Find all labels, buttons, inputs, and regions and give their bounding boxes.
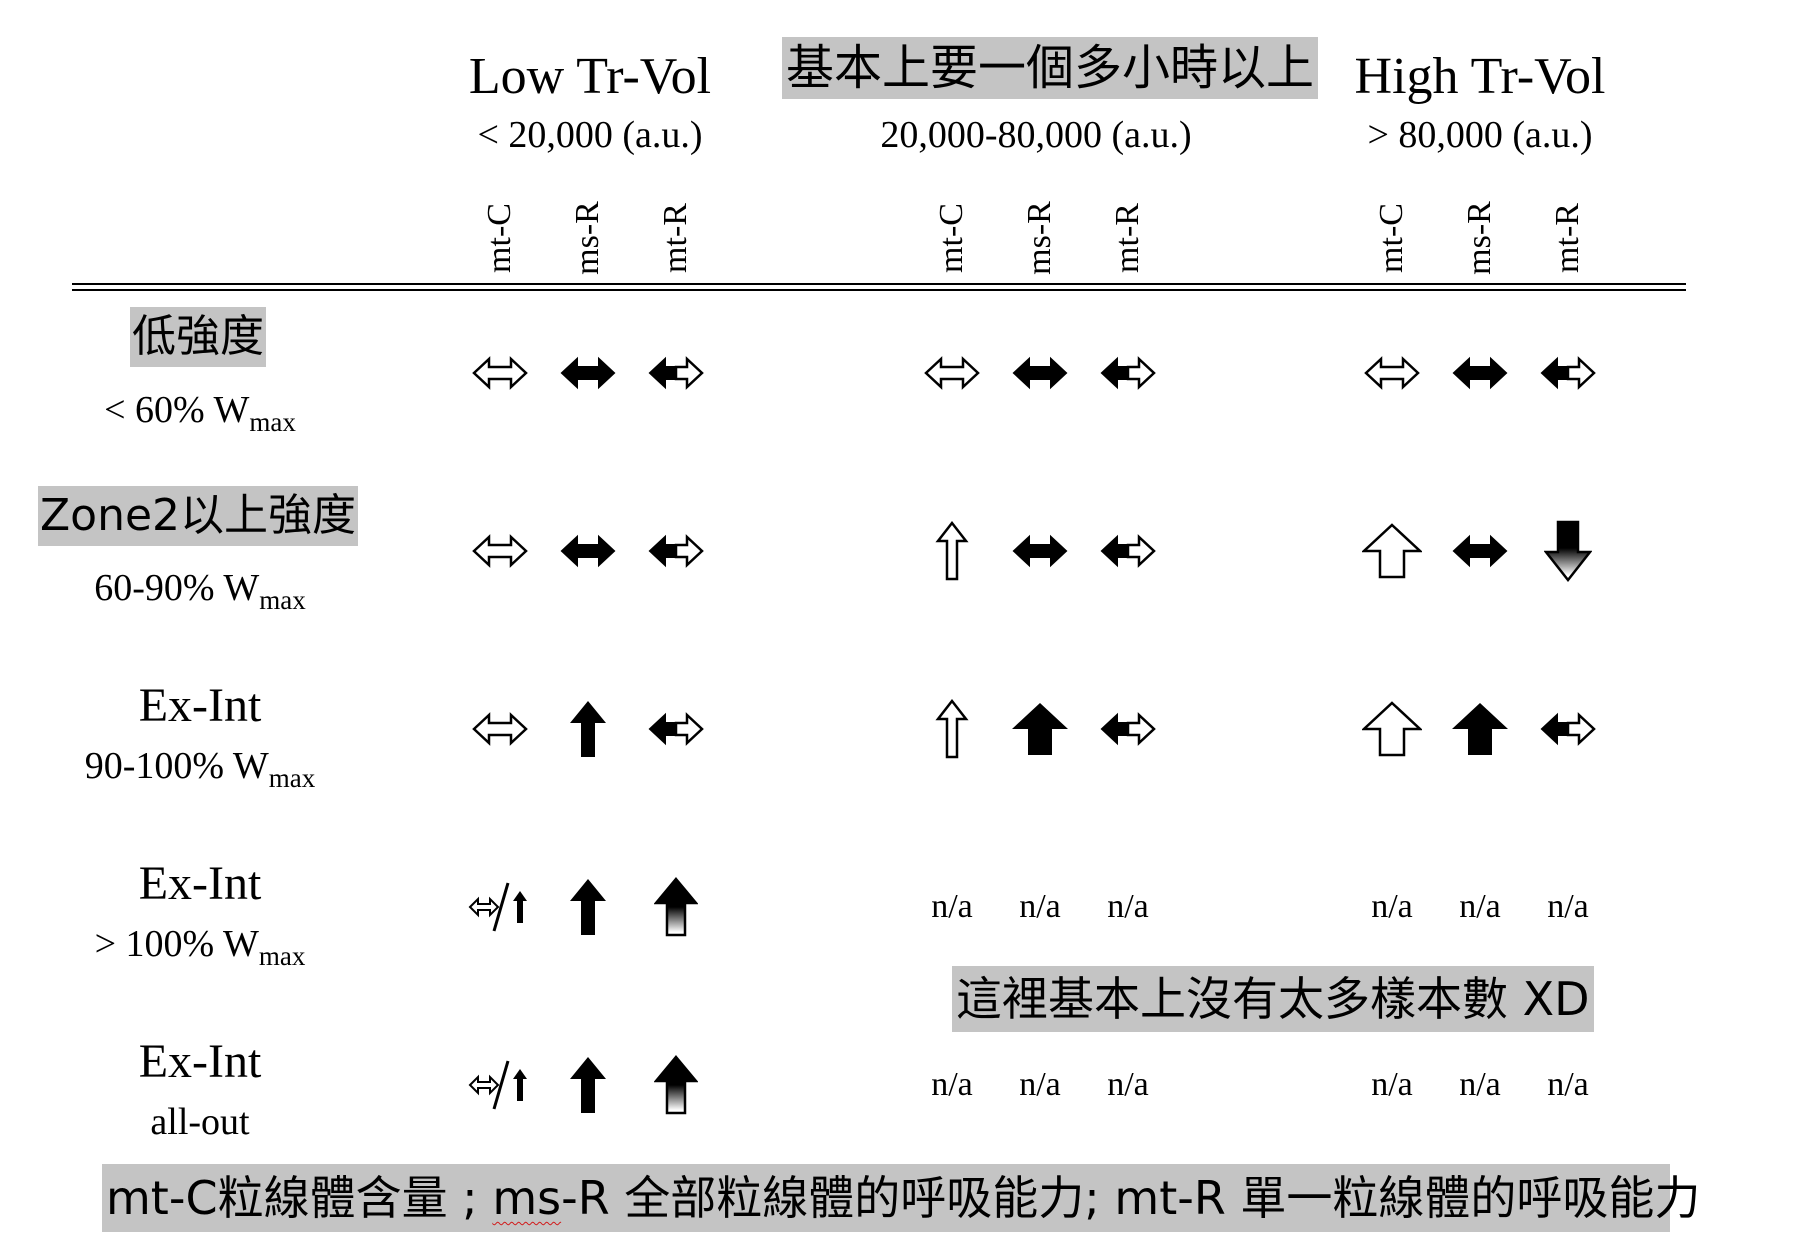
left-right-outline-arrow-icon xyxy=(472,356,528,390)
left-right-solid-arrow-icon xyxy=(1452,356,1508,390)
col-note-mid: 基本上要一個多小時以上 xyxy=(782,37,1319,99)
row-sub-main: > 100% W xyxy=(94,923,259,965)
row-title-ex-int-2: Ex-Int xyxy=(138,857,262,910)
left-right-half-arrow-icon xyxy=(1100,356,1156,390)
cell-r4-mid-ms-r-na: n/a xyxy=(1019,888,1061,925)
left-right-half-arrow-icon xyxy=(1100,534,1156,568)
header-rule-bottom xyxy=(72,289,1686,291)
row-sub-main: 90-100% W xyxy=(84,745,269,787)
left-right-half-arrow-icon xyxy=(1100,712,1156,746)
row-sub-index: max xyxy=(258,941,306,971)
sub-label-high-ms-r: ms-R xyxy=(1461,201,1498,275)
up-solid-arrow-icon xyxy=(570,879,606,935)
row-sub-main: all-out xyxy=(150,1101,250,1143)
sub-label-low-ms-r: ms-R xyxy=(569,201,606,275)
row-sub-low-intensity: < 60% Wmax xyxy=(0,388,400,436)
col-range-low: < 20,000 (a.u.) xyxy=(477,114,703,156)
cell-r4-mid-mt-r-na: n/a xyxy=(1107,888,1149,925)
left-right-or-up-arrow-icon xyxy=(468,882,527,932)
up-outline-wide-arrow-icon xyxy=(1362,701,1422,757)
left-right-half-arrow-icon xyxy=(648,356,704,390)
legend-part2: ms xyxy=(492,1171,562,1225)
up-solid-arrow-icon xyxy=(570,1057,606,1113)
row-sub-index: max xyxy=(249,407,296,437)
sub-label-low-mt-r: mt-R xyxy=(657,203,694,273)
sub-label-mid-mt-c: mt-C xyxy=(933,203,970,273)
cell-r4-high-mt-r-na: n/a xyxy=(1547,888,1589,925)
row-sub-ex-int-2: > 100% Wmax xyxy=(0,922,400,970)
left-right-solid-arrow-icon xyxy=(560,534,616,568)
row-sub-ex-int-3: all-out xyxy=(0,1100,400,1144)
left-right-outline-arrow-icon xyxy=(472,534,528,568)
col-range-mid: 20,000-80,000 (a.u.) xyxy=(880,114,1192,156)
left-right-solid-arrow-icon xyxy=(1452,534,1508,568)
annotation-banner: 這裡基本上沒有太多樣本數 XD xyxy=(952,966,1594,1032)
left-right-solid-arrow-icon xyxy=(560,356,616,390)
cell-r5-high-mt-r-na: n/a xyxy=(1547,1066,1589,1103)
left-right-outline-arrow-icon xyxy=(472,712,528,746)
cell-r4-high-mt-c-na: n/a xyxy=(1371,888,1413,925)
row-sub-ex-int-1: 90-100% Wmax xyxy=(0,744,400,792)
header-rule-top xyxy=(72,283,1686,285)
up-gradient-arrow-icon xyxy=(654,877,698,937)
left-right-outline-arrow-icon xyxy=(1364,356,1420,390)
sub-label-high-mt-c: mt-C xyxy=(1373,203,1410,273)
legend-bar: mt-C粒線體含量 ; ms-R 全部粒線體的呼吸能力; mt-R 單一粒線體的… xyxy=(102,1164,1700,1232)
left-right-half-arrow-icon xyxy=(1540,712,1596,746)
row-sub-main: 60-90% W xyxy=(94,567,260,609)
row-title-ex-int-3: Ex-Int xyxy=(138,1035,262,1088)
up-outline-wide-arrow-icon xyxy=(1362,523,1422,579)
col-title-high-tr-vol: High Tr-Vol xyxy=(1354,48,1606,105)
cell-r4-high-ms-r-na: n/a xyxy=(1459,888,1501,925)
left-right-solid-arrow-icon xyxy=(1012,356,1068,390)
row-sub-main: < 60% W xyxy=(104,389,250,431)
row-title-ex-int-1: Ex-Int xyxy=(138,679,262,732)
cell-r5-mid-ms-r-na: n/a xyxy=(1019,1066,1061,1103)
cell-r4-mid-mt-c-na: n/a xyxy=(931,888,973,925)
cell-r5-mid-mt-c-na: n/a xyxy=(931,1066,973,1103)
legend-part1: mt-C粒線體含量 ; xyxy=(106,1171,493,1225)
col-title-low-tr-vol: Low Tr-Vol xyxy=(468,48,712,105)
left-right-half-arrow-icon xyxy=(1540,356,1596,390)
row-title-low-intensity: 低強度 xyxy=(130,307,266,367)
cell-r5-high-mt-c-na: n/a xyxy=(1371,1066,1413,1103)
up-solid-wide-arrow-icon xyxy=(1452,703,1508,755)
row-sub-index: max xyxy=(259,585,306,615)
up-outline-arrow-icon xyxy=(935,521,969,581)
cell-r5-high-ms-r-na: n/a xyxy=(1459,1066,1501,1103)
col-range-high: > 80,000 (a.u.) xyxy=(1367,114,1593,156)
sub-label-high-mt-r: mt-R xyxy=(1549,203,1586,273)
left-right-outline-arrow-icon xyxy=(924,356,980,390)
sub-label-mid-mt-r: mt-R xyxy=(1109,203,1146,273)
sub-label-mid-ms-r: ms-R xyxy=(1021,201,1058,275)
cell-r5-mid-mt-r-na: n/a xyxy=(1107,1066,1149,1103)
row-sub-index: max xyxy=(268,763,316,793)
legend-part3: -R 全部粒線體的呼吸能力; mt-R 單一粒線體的呼吸能力 xyxy=(561,1171,1701,1225)
left-right-solid-arrow-icon xyxy=(1012,534,1068,568)
up-solid-arrow-icon xyxy=(570,701,606,757)
left-right-half-arrow-icon xyxy=(648,712,704,746)
up-solid-wide-arrow-icon xyxy=(1012,703,1068,755)
left-right-or-up-arrow-icon xyxy=(468,1060,527,1110)
up-gradient-arrow-icon xyxy=(654,1055,698,1115)
left-right-half-arrow-icon xyxy=(648,534,704,568)
sub-label-low-mt-c: mt-C xyxy=(481,203,518,273)
up-outline-arrow-icon xyxy=(935,699,969,759)
row-title-zone2: Zone2以上強度 xyxy=(38,486,359,546)
row-sub-zone2: 60-90% Wmax xyxy=(0,566,400,614)
down-gradient-arrow-icon xyxy=(1544,520,1592,582)
